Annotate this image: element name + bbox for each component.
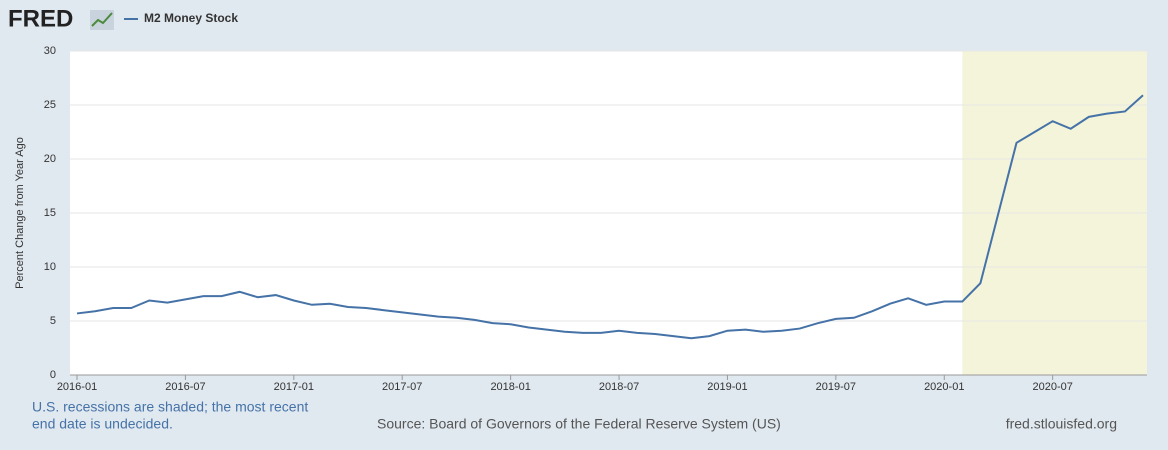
y-tick-label: 20 bbox=[44, 153, 56, 165]
y-axis-label: Percent Change from Year Ago bbox=[14, 137, 26, 289]
x-tick-label: 2017-07 bbox=[382, 381, 422, 393]
x-tick-label: 2020-07 bbox=[1032, 381, 1072, 393]
logo[interactable]: FRED bbox=[8, 5, 73, 32]
y-tick-label: 0 bbox=[50, 369, 56, 381]
x-tick-label: 2016-01 bbox=[57, 381, 97, 393]
source: Source: Board of Governors of the Federa… bbox=[377, 416, 781, 432]
y-tick-label: 5 bbox=[50, 315, 56, 327]
x-tick-label: 2020-01 bbox=[924, 381, 964, 393]
x-tick-label: 2018-01 bbox=[490, 381, 530, 393]
y-tick-label: 30 bbox=[44, 45, 56, 57]
note-line: end date is undecided. bbox=[32, 416, 173, 432]
y-tick-label: 25 bbox=[44, 99, 56, 111]
y-tick-label: 10 bbox=[44, 261, 56, 273]
legend-label: M2 Money Stock bbox=[144, 11, 238, 25]
note-line: U.S. recessions are shaded; the most rec… bbox=[32, 399, 308, 415]
x-tick-label: 2016-07 bbox=[165, 381, 205, 393]
site-url: fred.stlouisfed.org bbox=[1006, 416, 1117, 432]
x-tick-label: 2017-01 bbox=[274, 381, 314, 393]
series-line bbox=[76, 94, 1144, 340]
logo-icon-line bbox=[91, 12, 113, 27]
x-tick-label: 2019-07 bbox=[816, 381, 856, 393]
x-tick-label: 2018-07 bbox=[599, 381, 639, 393]
y-tick-label: 15 bbox=[44, 207, 56, 219]
x-tick-label: 2019-01 bbox=[707, 381, 747, 393]
logo-icon bbox=[90, 10, 114, 30]
